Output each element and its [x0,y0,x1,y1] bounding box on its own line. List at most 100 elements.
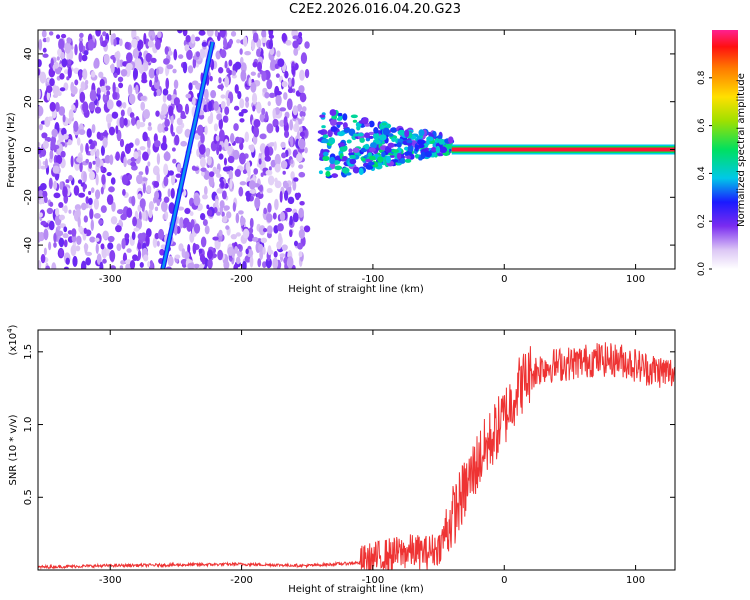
spectrogram-noise-blob [72,255,78,268]
snr-multiplier: (x104) [6,324,19,355]
spectrogram-noise-blob [145,234,150,247]
spectrogram-noise-blob [208,171,215,178]
spectrogram-noise-blob [178,54,184,59]
spectrogram-noise-blob [136,174,143,185]
colorbar-tick-label: 0.0 [697,262,707,277]
spectrogram-noise-blob [192,166,200,171]
spectrogram-noise-blob [106,99,114,110]
spectrogram-noise-blob [270,59,277,71]
spectrogram-noise-blob [273,250,278,258]
chart-title: C2E2.2026.016.04.20.G23 [288,2,462,17]
spectrogram-noise-blob [59,181,64,190]
spectrogram-noise-blob [286,98,293,111]
spectrogram-noise-blob [266,187,273,194]
spectrogram-noise-blob [80,143,84,154]
spectrogram-noise-blob [301,95,307,101]
spectrogram-noise-blob [242,228,250,239]
spectrogram-noise-blob [275,73,280,78]
spectrogram-noise-blob [153,180,160,188]
spectrogram-noise-blob [140,101,146,111]
spectrogram-noise-blob [162,213,166,220]
spectrogram-cloud-blob [330,119,337,127]
spectrogram-noise-blob [147,161,151,167]
spectrogram-noise-blob [107,242,114,250]
spectrogram-cloud-blob [342,122,348,129]
spectrogram-noise-blob [296,130,301,140]
spectrogram-noise-blob [209,111,214,124]
snr-ylabel: SNR (10 * v/v) [8,414,19,485]
spectrogram-cloud-blob [381,151,386,158]
spectrogram-noise-blob [207,258,213,269]
spectrogram-noise-blob [71,228,77,237]
spectrogram-noise-blob [249,189,257,194]
spectrogram-cloud-blob [418,144,425,149]
spectrogram-noise-blob [279,211,286,222]
spectrogram-noise-blob [176,125,183,135]
spectrogram-noise-blob [100,145,105,156]
spectrogram-noise-blob [192,96,196,106]
spectrogram-noise-blob [218,67,224,74]
spectrogram-noise-blob [229,178,233,190]
spectrogram-cloud-blob [382,127,390,136]
spectrogram-noise-blob [121,238,126,250]
spectrogram-cloud-blob [406,155,411,160]
spectrogram-noise-blob [278,232,282,243]
spectrogram-noise-blob [224,60,228,69]
spectrogram-noise-blob [100,186,104,195]
spectrogram-noise-blob [46,36,50,43]
spectrogram-noise-blob [120,213,127,221]
spectrogram-noise-blob [65,179,70,184]
spectrogram-noise-blob [38,260,42,269]
spectrogram-noise-blob [55,34,61,40]
spectrogram-noise-blob [184,103,190,115]
spectrogram-noise-blob [168,170,174,176]
spectrogram-noise-blob [166,94,172,101]
spectrogram-noise-blob [218,229,223,237]
spectrogram-noise-blob [239,181,247,186]
spectrogram-noise-blob [98,71,104,78]
spectrogram-noise-blob [234,168,241,178]
spectrogram-noise-blob [261,70,267,82]
spectrogram-noise-blob [232,149,240,160]
spectrogram-noise-blob [134,138,140,146]
spectrogram-noise-blob [222,115,227,123]
spectrogram-noise-blob [163,176,169,187]
spectrogram-noise-blob [63,266,69,269]
spectrogram-noise-blob [41,30,47,38]
spectrogram-noise-blob [116,100,122,107]
spectrogram-noise-blob [254,197,261,209]
spectrogram-noise-blob [132,48,139,59]
spectrogram-noise-blob [96,148,100,158]
spectrogram-noise-blob [148,209,153,219]
spectrogram-noise-blob [49,149,54,160]
spectrogram-noise-blob [70,244,77,257]
spectrogram-noise-blob [252,236,259,242]
spectrogram-noise-blob [46,207,54,215]
spectrogram-noise-blob [151,32,156,39]
spectrogram-noise-blob [267,101,271,107]
spectrogram-cloud-blob [327,129,333,138]
spectrogram-noise-blob [91,123,96,134]
spectrogram-cloud-blob [417,136,423,140]
spectrogram-noise-blob [78,52,83,63]
spectrogram-noise-blob [89,208,94,220]
spectrogram-noise-blob [249,144,255,153]
spectrogram-noise-blob [78,129,86,135]
spectrogram-noise-blob [288,77,292,87]
spectrogram-noise-blob [186,221,193,232]
spectrogram-noise-blob [99,261,104,269]
spectrogram-cloud-blob [322,155,330,162]
spectrogram-noise-blob [228,38,233,46]
spectrogram-noise-blob [118,82,124,89]
spectrogram-noise-blob [219,30,226,38]
spectrogram-noise-blob [233,123,239,131]
spectrogram-xtick-label: -300 [99,274,122,285]
spectrogram-noise-blob [259,184,264,192]
spectrogram-noise-blob [60,150,66,158]
spectrogram-noise-blob [146,138,151,149]
spectrogram-noise-blob [234,246,238,254]
spectrogram-noise-blob [267,245,272,256]
spectrogram-noise-blob [40,183,47,191]
snr-series-line [38,342,675,570]
spectrogram-noise-blob [87,39,95,51]
